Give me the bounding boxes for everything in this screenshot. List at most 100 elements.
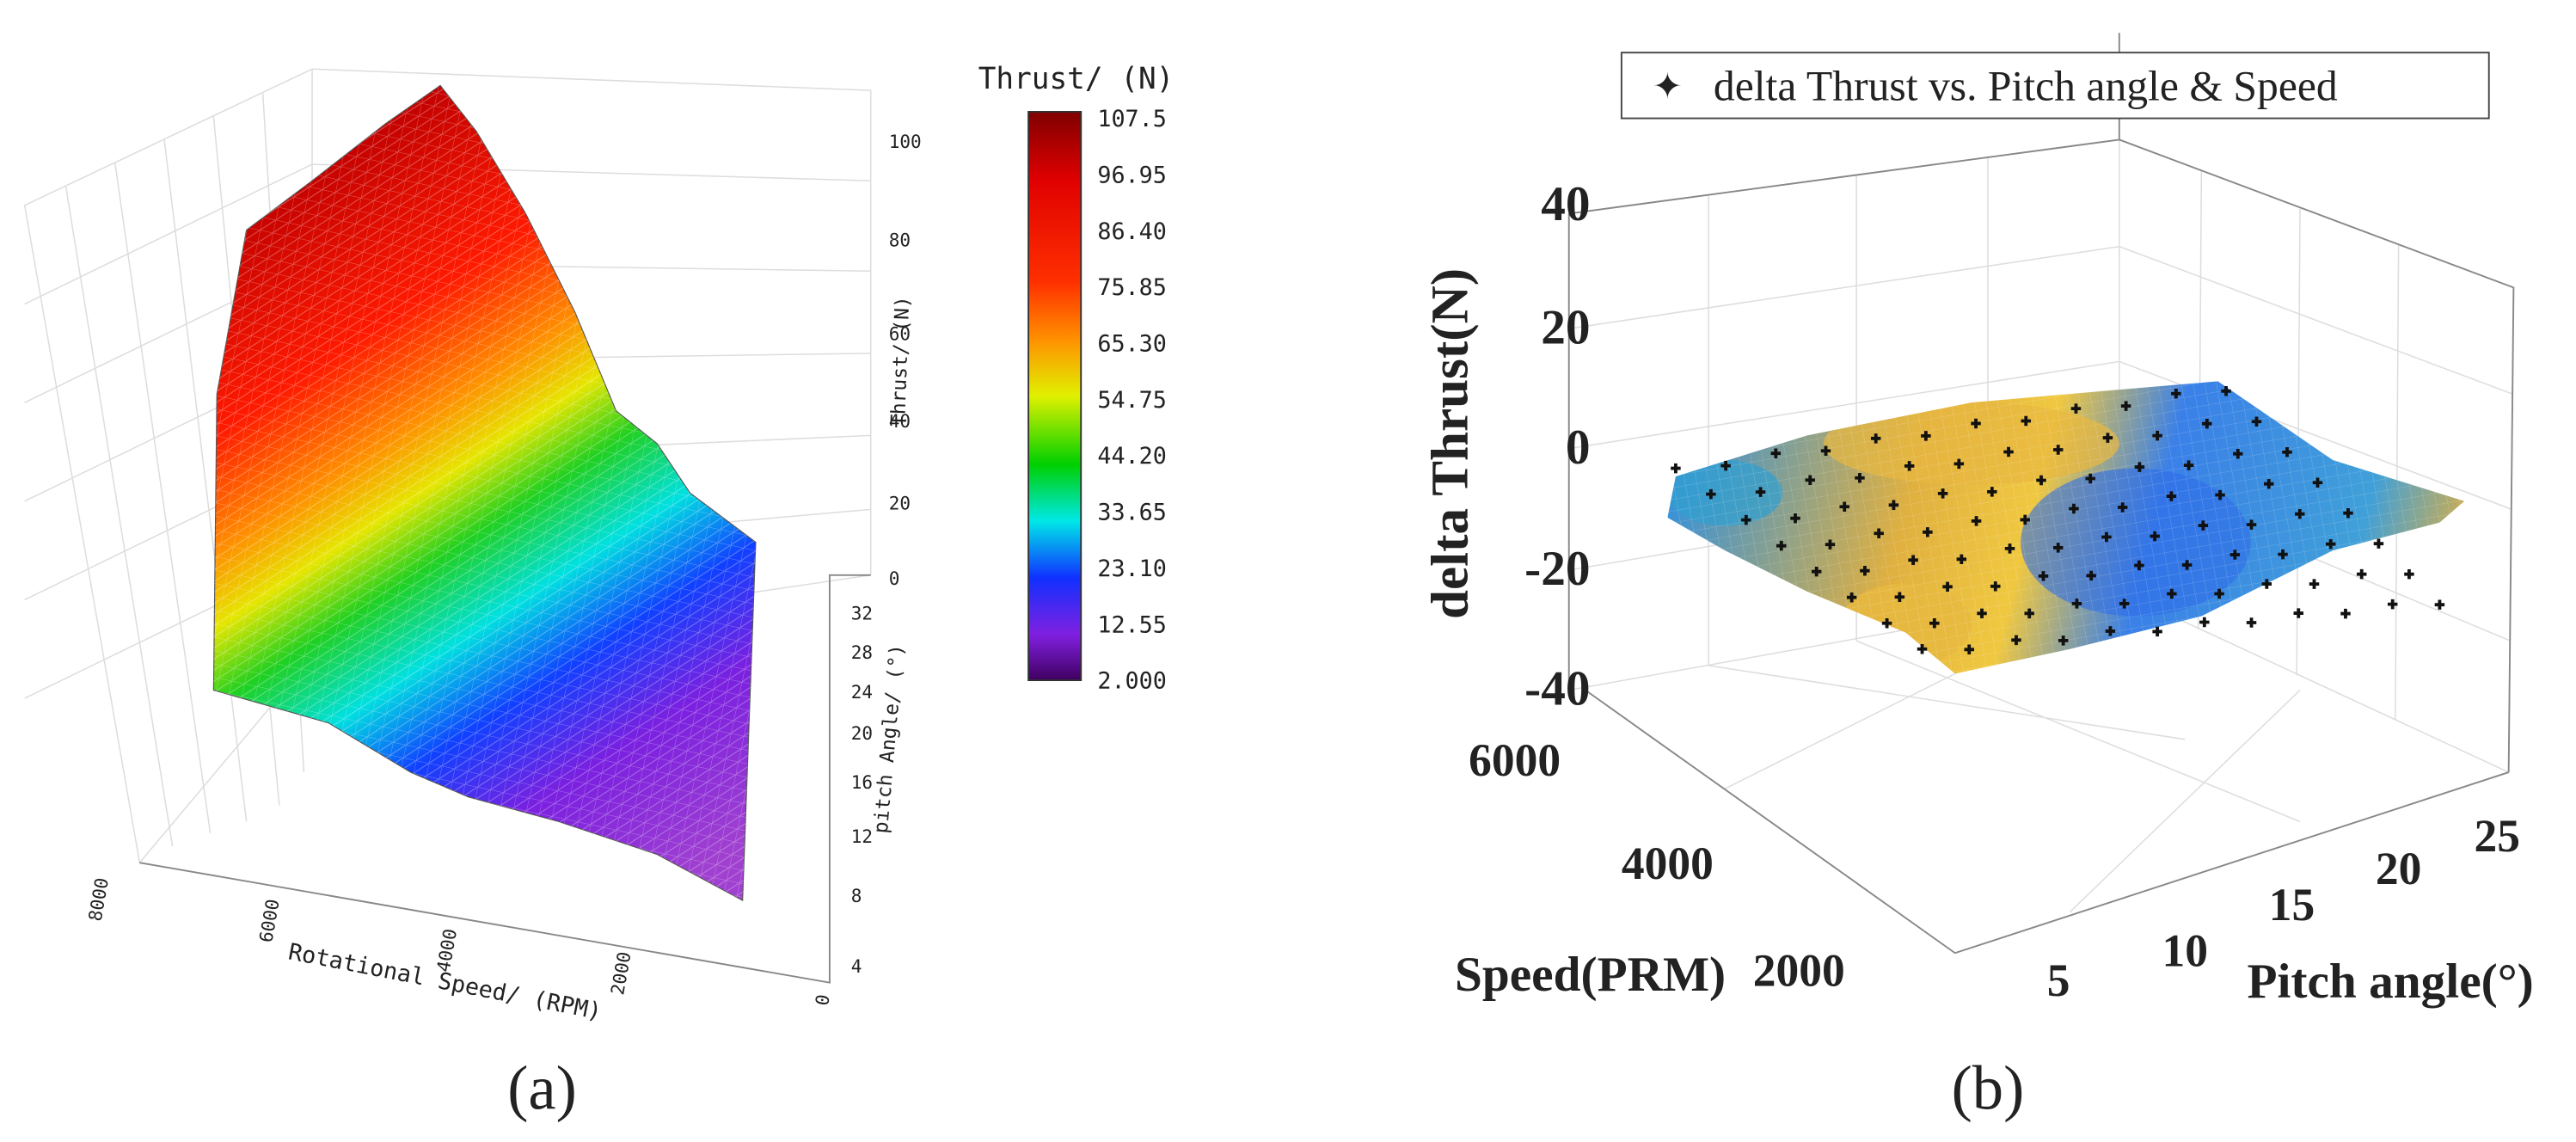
scatter-marker xyxy=(2295,508,2305,519)
tick-label: 40 xyxy=(1541,177,1590,231)
scatter-marker xyxy=(2152,626,2162,637)
tick-label: 6000 xyxy=(255,898,283,944)
tick-label: 4 xyxy=(851,955,862,977)
scatter-marker xyxy=(2024,608,2034,619)
tick-label: 20 xyxy=(889,492,911,513)
scatter-marker xyxy=(2261,579,2272,589)
scatter-marker xyxy=(1921,431,1931,441)
scatter-marker xyxy=(1855,473,1865,483)
tick-label: 16 xyxy=(851,771,873,793)
scatter-marker xyxy=(1860,565,1870,576)
tick-label: 12 xyxy=(851,826,873,847)
scatter-marker xyxy=(2150,531,2160,542)
scatter-marker xyxy=(1770,448,1782,458)
scatter-marker xyxy=(2434,599,2445,610)
scatter-marker xyxy=(2312,477,2323,488)
scatter-marker xyxy=(2199,617,2210,628)
scatter-marker xyxy=(2183,460,2194,470)
scatter-marker xyxy=(1720,460,1731,471)
scatter-marker xyxy=(1964,644,1974,655)
colorbar-title: Thrust/ (N) xyxy=(978,62,1175,96)
scatter-marker xyxy=(2070,403,2082,414)
caption: (a) xyxy=(507,1053,577,1123)
surface-a-mesh xyxy=(213,85,756,901)
tick-label: 2.000 xyxy=(1097,668,1167,695)
scatter-marker xyxy=(1846,592,1857,603)
scatter-marker xyxy=(2152,430,2162,441)
scatter-marker xyxy=(2052,445,2064,455)
tick-label: 44.20 xyxy=(1097,443,1167,470)
tick-label: 8000 xyxy=(84,876,113,923)
scatter-marker xyxy=(1811,566,1822,577)
scatter-marker xyxy=(2134,462,2145,472)
tick-label: -20 xyxy=(1524,542,1590,596)
scatter-marker xyxy=(1987,487,1997,497)
scatter-marker xyxy=(1904,461,1915,471)
tick-label: 80 xyxy=(889,230,911,251)
tick-label: 4000 xyxy=(432,927,461,973)
scatter-marker xyxy=(1917,644,1928,654)
scatter-marker xyxy=(2167,588,2177,599)
scatter-marker xyxy=(2246,617,2257,628)
scatter-marker xyxy=(2215,489,2225,500)
scatter-marker xyxy=(2246,519,2257,530)
scatter-marker xyxy=(2003,446,2014,457)
z-axis-label: Thrust/ (N) xyxy=(887,296,914,427)
scatter-marker xyxy=(2309,579,2320,589)
tick-label: 4000 xyxy=(1622,838,1714,889)
tick-label: 96.95 xyxy=(1097,162,1167,188)
scatter-marker xyxy=(2036,475,2046,486)
x-axis-label: Pitch angle(°) xyxy=(2247,955,2533,1009)
scatter-marker xyxy=(1942,581,1953,592)
scatter-marker xyxy=(2214,588,2224,599)
scatter-marker xyxy=(2086,570,2096,581)
scatter-marker xyxy=(1977,608,1987,619)
scatter-marker xyxy=(2105,626,2116,636)
tick-label: 2000 xyxy=(1753,944,1845,996)
scatter-marker xyxy=(2387,599,2398,610)
scatter-marker xyxy=(2101,531,2112,543)
scatter-marker xyxy=(2021,415,2031,427)
scatter-marker xyxy=(2233,448,2243,459)
scatter-marker xyxy=(1881,618,1892,629)
tick-label: 0 xyxy=(889,568,900,589)
tick-label: 28 xyxy=(851,642,873,663)
scatter-marker xyxy=(2251,416,2262,427)
scatter-marker xyxy=(2120,401,2131,411)
scatter-marker xyxy=(2202,418,2212,429)
tick-label: 25 xyxy=(2475,810,2521,862)
scatter-marker xyxy=(2373,538,2384,549)
tick-label: 20 xyxy=(1541,300,1590,354)
scatter-marker xyxy=(1741,514,1751,525)
scatter-marker xyxy=(1971,516,1982,526)
z-axis-label: delta Thrust(N) xyxy=(1421,268,1479,619)
tick-label: 65.30 xyxy=(1097,331,1167,358)
tick-label: 0 xyxy=(1566,421,1591,475)
scatter-marker xyxy=(2052,543,2064,553)
axes-box-b xyxy=(1567,33,2515,955)
scatter-marker xyxy=(2356,568,2367,580)
scatter-marker xyxy=(1937,488,1948,499)
tick-label: 100 xyxy=(889,131,922,152)
scatter-marker xyxy=(1671,463,1681,474)
scatter-marker xyxy=(2198,520,2209,531)
y-axis-label: pitch Angle/ (°) xyxy=(870,643,909,834)
legend-marker: ✦ xyxy=(1653,68,1683,107)
scatter-marker xyxy=(1908,555,1918,566)
tick-label: 33.65 xyxy=(1097,500,1167,526)
scatter-marker xyxy=(2038,571,2049,581)
tick-label: 60 xyxy=(889,323,911,345)
scatter-marker xyxy=(2293,608,2303,618)
scatter-marker xyxy=(2404,568,2414,580)
tick-label: 32 xyxy=(851,602,873,623)
tick-label: 12.55 xyxy=(1097,611,1167,638)
tick-label: 0 xyxy=(811,992,834,1007)
scatter-marker xyxy=(2011,635,2021,646)
scatter-marker xyxy=(2085,473,2095,484)
tick-label: 75.85 xyxy=(1097,274,1167,301)
scatter-marker xyxy=(1929,618,1940,629)
tick-label: 20 xyxy=(851,722,873,744)
scatter-marker xyxy=(2102,433,2113,443)
scatter-marker xyxy=(1953,458,1965,470)
tick-label: 6000 xyxy=(1469,734,1561,786)
